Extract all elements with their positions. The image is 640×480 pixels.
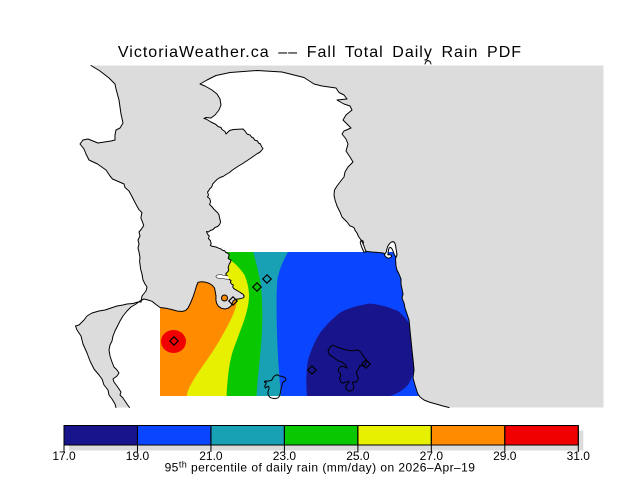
svg-text:21.0: 21.0 bbox=[199, 449, 223, 463]
svg-text:95th percentile of daily rain: 95th percentile of daily rain (mm/day) o… bbox=[165, 460, 476, 475]
svg-text:29.0: 29.0 bbox=[493, 449, 517, 463]
svg-text:VictoriaWeather.ca –– Fall Tot: VictoriaWeather.ca –– Fall Total Daily R… bbox=[118, 44, 522, 61]
svg-text:31.0: 31.0 bbox=[567, 449, 591, 463]
svg-text:23.0: 23.0 bbox=[273, 449, 297, 463]
svg-text:27.0: 27.0 bbox=[420, 449, 444, 463]
svg-text:19.0: 19.0 bbox=[126, 449, 150, 463]
svg-text:25.0: 25.0 bbox=[346, 449, 370, 463]
svg-text:17.0: 17.0 bbox=[52, 449, 76, 463]
